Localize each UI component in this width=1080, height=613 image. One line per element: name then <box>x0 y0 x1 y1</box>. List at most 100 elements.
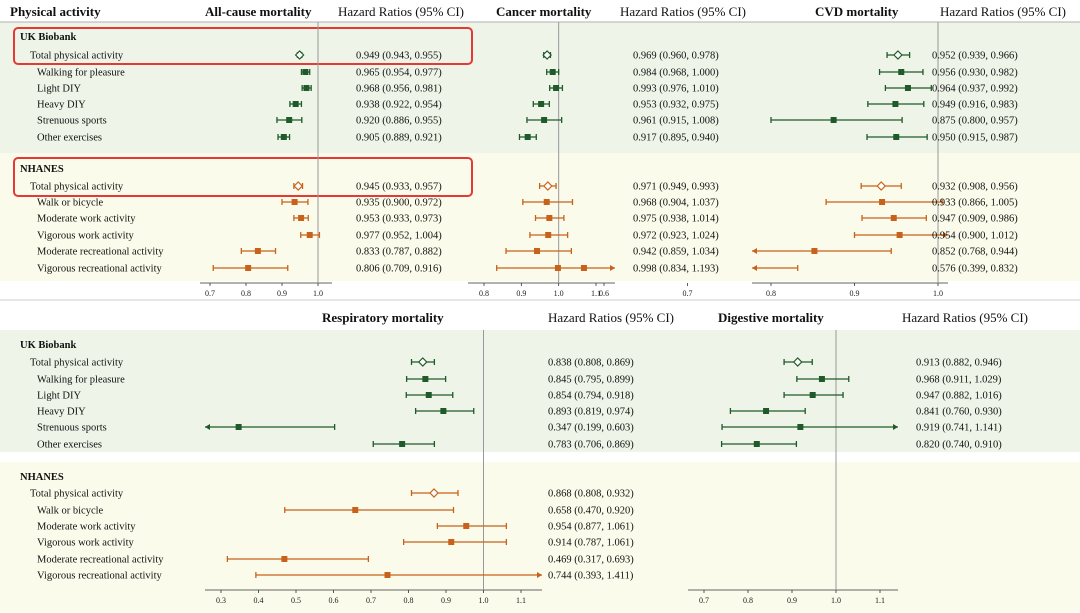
row-label-nhanes: Vigorous recreational activity <box>37 264 162 275</box>
hr-ci-text: 0.932 (0.908, 0.956) <box>932 182 1018 193</box>
hr-ci-text: 0.977 (0.952, 1.004) <box>356 231 442 242</box>
x-tick-label: 1.1 <box>591 289 601 298</box>
point-estimate <box>280 134 287 140</box>
group-label-nhanes: NHANES <box>20 164 64 175</box>
cvd-header: CVD mortality <box>815 4 899 19</box>
hr-ci-text: 0.947 (0.909, 0.986) <box>932 214 1018 225</box>
x-tick-label: 0.7 <box>699 596 709 605</box>
point-estimate <box>879 199 886 205</box>
row-label-uk-bottom: Total physical activity <box>30 358 124 369</box>
highlight-box-nhanes-total <box>13 157 473 197</box>
group-label-nhanes-bottom: NHANES <box>20 472 64 483</box>
point-estimate <box>422 376 429 382</box>
hr-ci-text: 0.938 (0.922, 0.954) <box>356 100 442 111</box>
nhanes-band-top <box>0 153 1080 281</box>
x-tick-label: 1.1 <box>875 596 885 605</box>
hr-ci-text: 0.968 (0.956, 0.981) <box>356 84 442 95</box>
cancer-hr-header: Hazard Ratios (95% CI) <box>620 4 746 19</box>
respiratory-header: Respiratory mortality <box>322 310 444 325</box>
point-estimate <box>809 392 816 398</box>
point-estimate <box>898 69 905 75</box>
hr-ci-text: 0.919 (0.741, 1.141) <box>916 423 1002 434</box>
point-estimate <box>896 232 903 238</box>
x-tick-label: 0.4 <box>254 596 264 605</box>
row-label-uk: Walking for pleasure <box>37 68 125 79</box>
hr-ci-text: 0.841 (0.760, 0.930) <box>916 407 1002 418</box>
point-estimate <box>763 408 770 414</box>
hr-ci-text: 0.969 (0.960, 0.978) <box>633 51 719 62</box>
point-estimate <box>554 265 561 271</box>
point-estimate <box>399 441 406 447</box>
hr-ci-text: 0.993 (0.976, 1.010) <box>633 84 719 95</box>
x-tick-label: 0.9 <box>787 596 797 605</box>
row-label-uk: Heavy DIY <box>37 100 86 111</box>
hr-ci-text: 0.968 (0.904, 1.037) <box>633 198 719 209</box>
hr-ci-text: 0.806 (0.709, 0.916) <box>356 264 442 275</box>
x-tick-label: 1.0 <box>831 596 841 605</box>
hr-ci-text: 0.913 (0.882, 0.946) <box>916 358 1002 369</box>
hr-ci-text: 0.965 (0.954, 0.977) <box>356 68 442 79</box>
ci-arrow-high <box>943 232 948 238</box>
x-tick-label: 0.6 <box>599 289 609 298</box>
point-estimate <box>292 101 299 107</box>
x-tick-label: 0.8 <box>479 289 489 298</box>
ci-arrow-high <box>893 424 898 430</box>
row-label-nhanes: Total physical activity <box>30 182 124 193</box>
row-label-nhanes: Vigorous work activity <box>37 231 135 242</box>
x-tick-label: 0.6 <box>329 596 339 605</box>
hr-ci-text: 0.972 (0.923, 1.024) <box>633 231 719 242</box>
hr-ci-text: 0.954 (0.877, 1.061) <box>548 522 634 533</box>
point-estimate <box>534 248 541 254</box>
point-estimate-diamond <box>429 488 439 498</box>
point-estimate <box>302 69 309 75</box>
row-label-uk-bottom: Walking for pleasure <box>37 375 125 386</box>
point-estimate <box>524 134 531 140</box>
row-label-nhanes-bottom: Total physical activity <box>30 489 124 500</box>
x-tick-label: 0.8 <box>241 289 251 298</box>
point-estimate <box>440 408 447 414</box>
x-tick-label: 0.8 <box>743 596 753 605</box>
hr-ci-text: 0.917 (0.895, 0.940) <box>633 133 719 144</box>
x-tick-label: 0.3 <box>216 596 226 605</box>
point-estimate <box>425 392 432 398</box>
point-estimate-diamond <box>542 50 552 60</box>
x-tick-label: 1.0 <box>313 289 323 298</box>
point-estimate <box>448 539 455 545</box>
hr-ci-text: 0.854 (0.794, 0.918) <box>548 391 634 402</box>
point-estimate <box>541 117 548 123</box>
digestive-header: Digestive mortality <box>718 310 824 325</box>
x-tick-label: 1.1 <box>516 596 526 605</box>
x-tick-label: 0.7 <box>683 289 693 298</box>
ci-arrow-low <box>752 265 757 271</box>
point-estimate <box>830 117 837 123</box>
hr-ci-text: 0.893 (0.819, 0.974) <box>548 407 634 418</box>
row-label-nhanes-bottom: Walk or bicycle <box>37 506 104 517</box>
point-estimate <box>546 215 553 221</box>
x-tick-label: 1.0 <box>933 289 943 298</box>
hr-ci-text: 0.845 (0.795, 0.899) <box>548 375 634 386</box>
cancer-header: Cancer mortality <box>496 4 592 19</box>
point-estimate-diamond <box>294 50 305 60</box>
point-estimate <box>580 265 587 271</box>
hr-ci-text: 0.920 (0.886, 0.955) <box>356 116 442 127</box>
hr-ci-text: 0.833 (0.787, 0.882) <box>356 247 442 258</box>
hr-ci-text: 0.942 (0.859, 1.034) <box>633 247 719 258</box>
row-label-uk: Strenuous sports <box>37 116 107 127</box>
row-label-uk-bottom: Heavy DIY <box>37 407 86 418</box>
nhanes-band-bottom <box>0 462 1080 612</box>
all-cause-header: All-cause mortality <box>205 4 312 19</box>
hr-ci-text: 0.953 (0.932, 0.975) <box>633 100 719 111</box>
x-tick-label: 0.5 <box>291 596 301 605</box>
hr-ci-text: 0.868 (0.808, 0.932) <box>548 489 634 500</box>
group-label-uk-bottom: UK Biobank <box>20 340 76 351</box>
activity-header: Physical activity <box>10 4 101 19</box>
point-estimate <box>553 85 560 91</box>
point-estimate <box>818 376 825 382</box>
point-estimate <box>893 134 900 140</box>
point-estimate <box>281 556 288 562</box>
point-estimate <box>303 85 310 91</box>
hr-ci-text: 0.658 (0.470, 0.920) <box>548 506 634 517</box>
point-estimate <box>892 101 899 107</box>
hr-ci-text: 0.820 (0.740, 0.910) <box>916 440 1002 451</box>
